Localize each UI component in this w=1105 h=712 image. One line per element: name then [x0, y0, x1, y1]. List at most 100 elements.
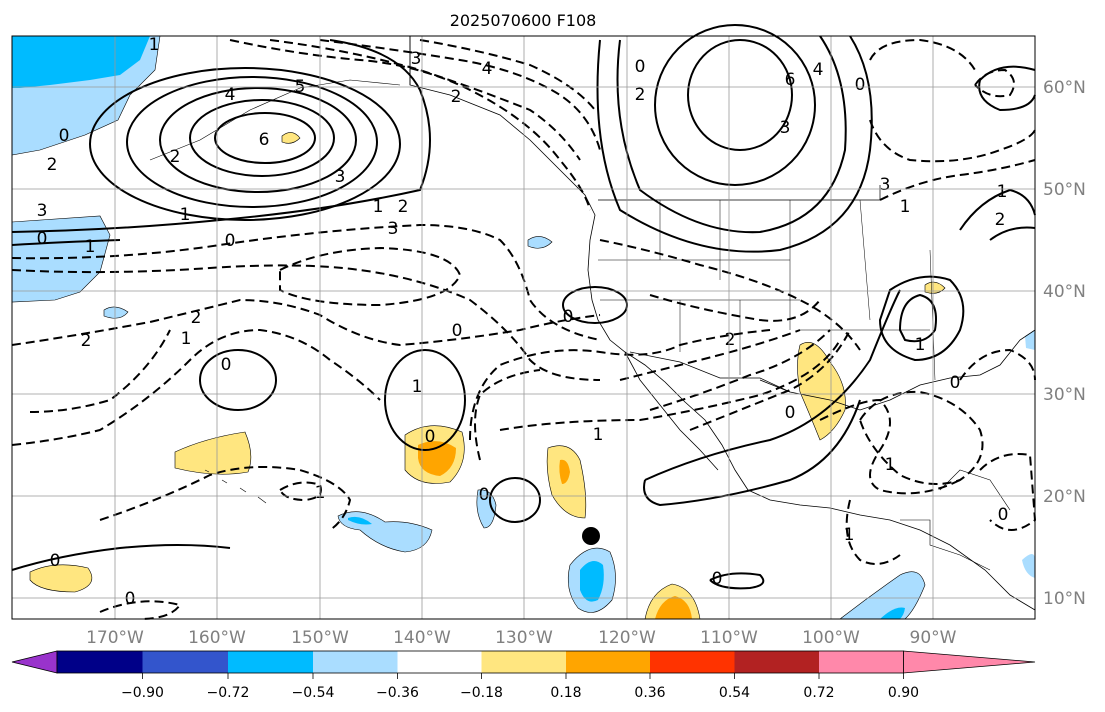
contour-neg-pacific-5 [11, 328, 381, 446]
contour-label: 0 [221, 355, 232, 375]
contour-pacific-0-a [199, 349, 277, 411]
contour-label: 1 [180, 205, 191, 225]
contour-ne-1 [978, 65, 1036, 112]
contour-label: 1 [997, 182, 1008, 202]
contour-neg-us-2 [649, 294, 821, 322]
contour-label: 0 [479, 485, 490, 505]
shade-negative-medium-nw [12, 36, 150, 88]
colorbar-bin [734, 651, 819, 673]
contour-neg-mexico-2 [649, 329, 831, 411]
contour-high-north-pacific-3 [126, 76, 378, 208]
contour-neg-se-3 [845, 499, 901, 565]
contour-label: 1 [915, 335, 926, 355]
longitude-labels: 170°W 160°W 150°W 140°W 130°W 120°W 110°… [86, 628, 957, 648]
colorbar-bin [313, 651, 398, 673]
contour-high-rockies-4 [616, 35, 847, 234]
colorbar-bin [566, 651, 650, 673]
contour-neg-gulf-alaska-2 [269, 39, 581, 161]
lon-label: 100°W [802, 628, 860, 648]
contour-label: 1 [181, 329, 192, 349]
contour-label: 3 [411, 49, 422, 69]
contour-label: 6 [259, 130, 270, 150]
gridlines [12, 36, 1035, 619]
lon-label: 110°W [700, 628, 758, 648]
lat-label: 10°N [1043, 589, 1086, 609]
shade-negative-small-2 [527, 236, 553, 249]
contour-neg-se-1 [819, 398, 961, 495]
contour-label: 3 [37, 201, 48, 221]
contour-label: 2 [635, 85, 646, 105]
contour-label: 1 [373, 197, 384, 217]
shade-positive-west [29, 564, 93, 593]
contour-label: 0 [50, 551, 61, 571]
map-panel: 3 4 2 1 0 3 2 1 0 6 5 4 3 2 1 0 6 3 2 0 … [11, 24, 1037, 620]
contour-label: 0 [37, 229, 48, 249]
lon-label: 120°W [598, 628, 656, 648]
lon-label: 150°W [291, 628, 349, 648]
contour-label: 1 [149, 35, 160, 55]
contour-label: 0 [563, 307, 574, 327]
contour-label: 2 [81, 331, 92, 351]
coastline-north-america [409, 36, 1036, 611]
lat-label: 60°N [1043, 78, 1086, 98]
shade-negative-trade-2 [476, 489, 497, 529]
lat-label: 20°N [1043, 487, 1086, 507]
colorbar: −0.90 −0.72 −0.54 −0.36 −0.18 0.18 0.36 … [11, 650, 1036, 701]
contour-label: 2 [398, 197, 409, 217]
contour-label: 4 [813, 60, 824, 80]
contour-label: 0 [712, 569, 723, 589]
contour-neg-pacific-1 [11, 223, 601, 341]
central-america [900, 469, 1011, 571]
contour-neg-pacific-3 [279, 246, 462, 307]
contour-label: 0 [855, 75, 866, 95]
contour-label: 3 [388, 219, 399, 239]
contour-neg-gulf-alaska-4 [419, 39, 596, 111]
shade-negative-trade-1b [348, 516, 372, 525]
shade-positive-low [281, 132, 301, 144]
contour-neg-trade-3 [474, 369, 541, 461]
lat-label: 50°N [1043, 180, 1086, 200]
contour-high-rockies-5 [654, 24, 816, 186]
contour-high-north-pacific-2 [89, 67, 401, 221]
shade-negative-east-1 [1022, 554, 1035, 578]
contour-label: 0 [59, 126, 70, 146]
contour-label: 0 [425, 427, 436, 447]
contour-label: 1 [885, 455, 896, 475]
contour-label: 2 [170, 147, 181, 167]
colorbar-tick-labels: −0.90 −0.72 −0.54 −0.36 −0.18 0.18 0.36 … [121, 685, 919, 701]
colorbar-bin [650, 651, 735, 673]
shade-positive-baja-core [559, 459, 570, 484]
contour-pacific-0-b [384, 349, 466, 451]
contour-label: 3 [780, 118, 791, 138]
shading-layer [11, 35, 1035, 620]
colorbar-frame [56, 650, 904, 674]
contour-neg-pacific-2 [11, 264, 601, 381]
shade-positive-baja [546, 445, 587, 519]
colorbar-tick-label: −0.54 [292, 685, 335, 701]
contour-label: 2 [191, 308, 202, 328]
latitude-labels: 60°N 50°N 40°N 30°N 20°N 10°N [1043, 78, 1086, 609]
contour-high-north-pacific-5 [189, 99, 335, 177]
contour-label: 2 [995, 210, 1006, 230]
lon-label: 130°W [495, 628, 553, 648]
contour-label: 2 [451, 87, 462, 107]
contour-neg-mexico-1 [619, 329, 801, 381]
contour-label: 0 [998, 505, 1009, 525]
contour-label: 4 [482, 59, 493, 79]
colorbar-tick-label: −0.72 [207, 685, 250, 701]
contour-label: 1 [593, 425, 604, 445]
contour-neg-se-2 [859, 390, 984, 485]
map-background [12, 36, 1035, 619]
contour-label: 0 [452, 321, 463, 341]
contour-neg-ne-small [974, 68, 1015, 98]
contour-label: 2 [47, 155, 58, 175]
contour-neg-hawaii-small [279, 481, 322, 502]
storm-center-dot [582, 527, 600, 545]
contour-label: 0 [785, 403, 796, 423]
shade-positive-hawaii [174, 431, 252, 475]
contour-label: 1 [85, 237, 96, 257]
state-lines [598, 199, 936, 381]
contour-neg-far-east [979, 453, 1037, 531]
contour-neg-east-1 [869, 119, 1036, 163]
lon-label: 90°W [910, 628, 957, 648]
